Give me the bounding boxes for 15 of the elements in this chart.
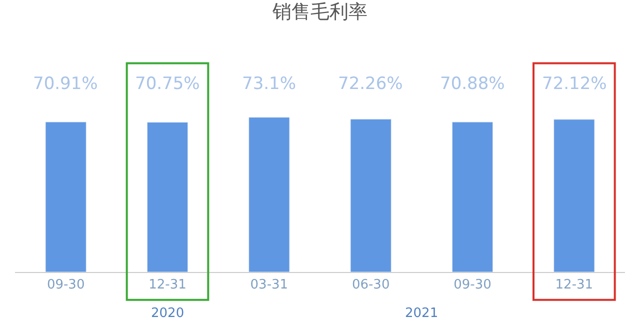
data-label: 73.1% bbox=[242, 74, 296, 94]
data-label: 70.91% bbox=[33, 74, 98, 94]
data-label: 70.88% bbox=[440, 74, 505, 94]
data-label: 70.75% bbox=[135, 74, 200, 94]
x-tick-label: 12-31 bbox=[555, 278, 594, 293]
data-label: 72.26% bbox=[338, 74, 403, 94]
text: 2021 bbox=[405, 306, 438, 321]
x-tick-label: 09-30 bbox=[46, 278, 85, 293]
data-label: 72.12% bbox=[542, 74, 607, 94]
x-tick-label: 12-31 bbox=[148, 278, 186, 293]
chart-title: 销售毛利率 bbox=[272, 1, 368, 24]
x-tick-label: 06-30 bbox=[352, 278, 390, 293]
x-tick-label: 09-30 bbox=[454, 278, 492, 293]
text: 2020 bbox=[151, 306, 184, 321]
x-tick-label: 03-31 bbox=[250, 278, 288, 293]
